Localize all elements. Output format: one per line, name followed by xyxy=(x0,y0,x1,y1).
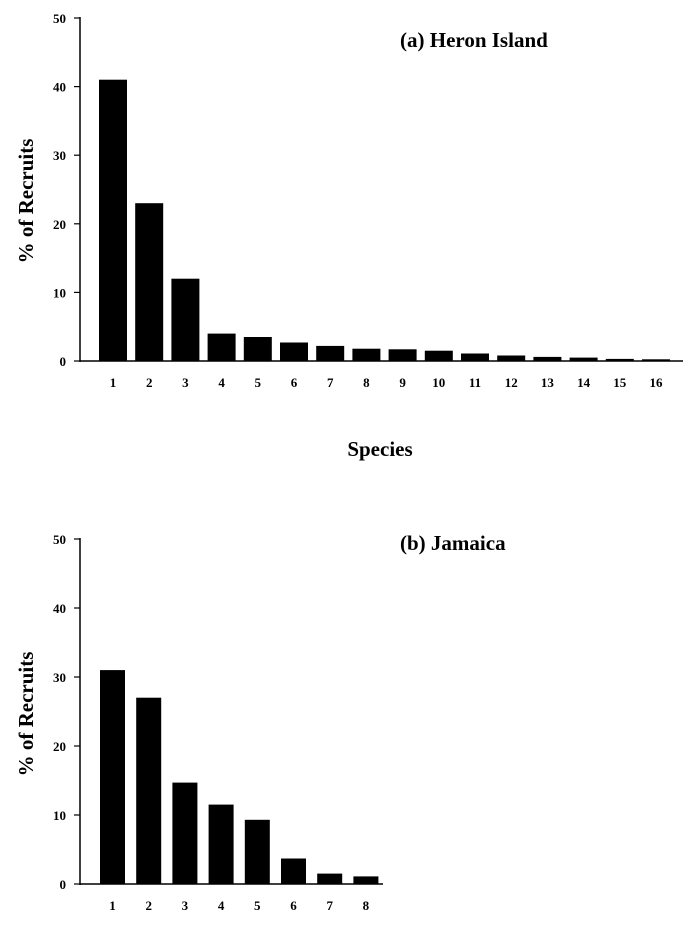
bar xyxy=(135,203,164,361)
bar xyxy=(207,333,236,361)
y-axis-title: % of Recruits xyxy=(14,139,38,264)
axes xyxy=(79,538,383,885)
bar xyxy=(171,278,200,361)
x-tick-label: 1 xyxy=(110,375,117,390)
bar xyxy=(461,353,489,361)
bar xyxy=(100,670,125,884)
x-tick-label: 6 xyxy=(291,375,298,390)
x-tick-label: 11 xyxy=(469,375,481,390)
bar xyxy=(353,876,379,884)
x-ticks: 1 2 3 4 5 6 7 8 9 10 11 12 13 14 15 16 xyxy=(110,375,663,390)
x-ticks: 1 2 3 4 5 6 7 8 xyxy=(109,898,369,913)
x-tick-label: 4 xyxy=(218,898,225,913)
y-tick-label: 50 xyxy=(53,11,66,26)
x-tick-label: 7 xyxy=(327,375,334,390)
bars xyxy=(99,79,670,361)
y-tick-label: 40 xyxy=(53,80,66,95)
x-tick-label: 2 xyxy=(145,898,152,913)
bar xyxy=(569,357,598,361)
bar xyxy=(208,804,234,884)
bar xyxy=(172,782,198,884)
bar xyxy=(497,355,526,361)
bar xyxy=(136,697,162,884)
y-tick-label: 50 xyxy=(53,532,66,547)
x-tick-label: 12 xyxy=(505,375,518,390)
bar xyxy=(316,345,345,361)
x-tick-label: 7 xyxy=(326,898,333,913)
y-ticks: 0 10 20 30 40 50 xyxy=(53,11,80,369)
bar xyxy=(99,79,127,361)
y-tick-label: 20 xyxy=(53,739,66,754)
x-tick-label: 2 xyxy=(146,375,153,390)
x-tick-label: 5 xyxy=(255,375,262,390)
x-tick-label: 16 xyxy=(650,375,664,390)
x-tick-label: 4 xyxy=(218,375,225,390)
y-tick-label: 30 xyxy=(53,670,66,685)
bar xyxy=(280,342,308,361)
y-tick-label: 0 xyxy=(60,354,67,369)
y-tick-label: 40 xyxy=(53,601,66,616)
bar xyxy=(352,348,381,361)
x-tick-label: 9 xyxy=(399,375,406,390)
bar xyxy=(533,356,562,361)
x-tick-label: 8 xyxy=(363,898,370,913)
x-tick-label: 5 xyxy=(254,898,261,913)
bar xyxy=(605,358,634,361)
bar xyxy=(388,349,417,361)
y-axis-title: % of Recruits xyxy=(14,652,38,777)
y-tick-label: 20 xyxy=(53,217,66,232)
x-tick-label: 3 xyxy=(182,375,189,390)
chart-title: (a) Heron Island xyxy=(400,28,548,52)
x-tick-label: 8 xyxy=(363,375,370,390)
bar xyxy=(317,873,343,884)
axes xyxy=(79,17,683,362)
x-tick-label: 3 xyxy=(182,898,189,913)
y-ticks: 0 10 20 30 40 50 xyxy=(53,532,80,892)
x-tick-label: 6 xyxy=(290,898,297,913)
x-tick-label: 13 xyxy=(541,375,555,390)
bars xyxy=(100,670,379,884)
y-tick-label: 0 xyxy=(60,877,67,892)
bar xyxy=(243,337,272,361)
bar xyxy=(424,350,453,361)
chart-title: (b) Jamaica xyxy=(400,531,506,555)
chart-jamaica: (b) Jamaica % of Recruits 0 10 20 30 40 50 1 2… xyxy=(14,531,506,913)
x-tick-label: 10 xyxy=(432,375,445,390)
y-tick-label: 10 xyxy=(53,285,66,300)
bar xyxy=(281,858,306,884)
chart-heron-island: (a) Heron Island % of Recruits Species 0… xyxy=(14,11,683,461)
x-tick-label: 14 xyxy=(577,375,591,390)
bar xyxy=(642,359,670,361)
bar xyxy=(244,819,270,884)
y-tick-label: 30 xyxy=(53,148,66,163)
x-tick-label: 1 xyxy=(109,898,116,913)
y-tick-label: 10 xyxy=(53,808,66,823)
x-tick-label: 15 xyxy=(613,375,627,390)
x-axis-title: Species xyxy=(347,437,412,461)
